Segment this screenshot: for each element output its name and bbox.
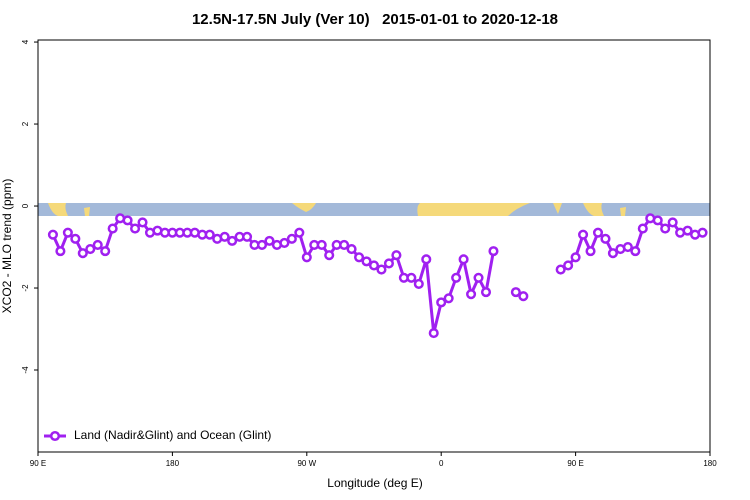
data-point: [480, 287, 492, 298]
x-tick-label: 0: [439, 459, 444, 468]
y-tick-label: -4: [21, 366, 30, 374]
y-tick-label: -2: [21, 284, 30, 292]
data-point: [563, 260, 574, 271]
data-point: [600, 233, 611, 244]
data-point: [122, 215, 133, 226]
data-point: [227, 235, 238, 246]
chart-title: 12.5N-17.5N July (Ver 10) 2015-01-01 to …: [192, 11, 558, 28]
y-tick-label: 2: [21, 121, 30, 126]
data-point: [361, 256, 372, 267]
data-point: [264, 235, 275, 246]
data-point: [62, 227, 73, 238]
data-point: [130, 223, 141, 234]
data-point: [660, 223, 671, 234]
data-point: [667, 217, 678, 228]
data-point: [376, 264, 387, 275]
data-point: [354, 252, 365, 263]
data-point: [473, 272, 484, 283]
data-point: [85, 244, 96, 255]
x-tick-label: 90 W: [297, 459, 316, 468]
x-tick-label: 90 E: [30, 459, 46, 468]
x-tick-label: 90 E: [567, 459, 583, 468]
data-point: [286, 233, 297, 244]
data-point: [585, 246, 596, 257]
map-strip: [38, 203, 710, 216]
data-point: [697, 227, 708, 238]
data-point: [428, 328, 439, 339]
data-point: [100, 246, 111, 257]
data-point: [294, 227, 305, 238]
data-point: [368, 260, 380, 271]
data-point: [92, 239, 103, 251]
data-point: [316, 239, 327, 251]
data-point: [652, 215, 663, 226]
y-tick-label: 4: [21, 39, 30, 44]
data-point: [301, 252, 312, 263]
data-point: [622, 241, 633, 253]
x-axis-label: Longitude (deg E): [327, 476, 422, 490]
legend-label: Land (Nadir&Glint) and Ocean (Glint): [74, 428, 271, 442]
data-point: [421, 254, 432, 265]
data-point: [578, 229, 589, 240]
data-point: [518, 291, 529, 302]
data-point: [219, 231, 230, 242]
data-point: [466, 289, 477, 300]
data-point: [436, 297, 447, 308]
y-tick-label: 0: [21, 203, 30, 208]
data-point: [443, 293, 454, 304]
data-point: [256, 239, 268, 251]
data-point: [451, 272, 462, 283]
data-point: [47, 229, 58, 240]
legend-marker: [49, 430, 61, 442]
data-point: [458, 254, 469, 265]
y-axis-label: XCO2 - MLO trend (ppm): [0, 179, 14, 314]
data-point: [346, 244, 357, 255]
data-point: [279, 237, 290, 248]
data-point: [488, 246, 499, 257]
x-tick-label: 180: [166, 459, 180, 468]
data-point: [607, 248, 618, 259]
data-point: [570, 252, 581, 263]
data-point: [413, 278, 424, 289]
data-point: [55, 246, 66, 257]
data-point: [339, 239, 350, 251]
data-point: [391, 250, 402, 261]
data-point: [630, 246, 641, 257]
data-point: [70, 233, 81, 244]
data-point: [242, 231, 253, 242]
data-point: [77, 248, 88, 259]
data-point: [406, 272, 417, 283]
data-point: [637, 223, 648, 234]
data-point: [107, 223, 118, 234]
data-point: [204, 229, 215, 240]
data-point: [383, 258, 394, 269]
plot-frame: [37, 39, 711, 453]
data-point: [555, 264, 566, 275]
data-point: [510, 287, 521, 298]
data-point: [324, 250, 335, 261]
data-point: [592, 227, 604, 238]
data-point: [682, 225, 693, 236]
data-point: [137, 217, 148, 228]
x-tick-label: 180: [703, 459, 717, 468]
